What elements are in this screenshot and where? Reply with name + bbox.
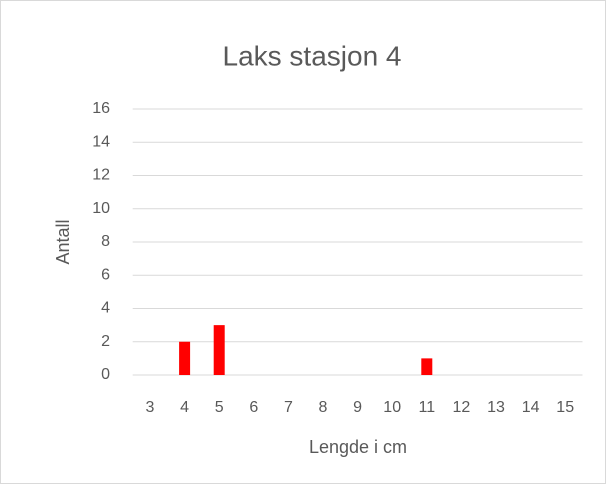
chart-title: Laks stasjon 4 <box>223 40 402 71</box>
x-tick-label: 6 <box>249 399 258 416</box>
x-tick-label: 7 <box>284 399 293 416</box>
x-tick-label: 13 <box>487 399 505 416</box>
y-tick-label: 4 <box>101 300 110 317</box>
y-axis-title: Antall <box>53 219 73 264</box>
x-axis-title: Lengde i cm <box>309 437 407 457</box>
x-tick-label: 9 <box>353 399 362 416</box>
y-tick-label: 6 <box>101 266 110 283</box>
y-tick-label: 2 <box>101 333 110 350</box>
y-tick-label: 10 <box>92 200 110 217</box>
x-tick-label: 3 <box>146 399 155 416</box>
y-tick-label: 12 <box>92 167 110 184</box>
y-tick-label: 16 <box>92 100 110 117</box>
x-tick-label: 5 <box>215 399 224 416</box>
x-tick-label: 4 <box>180 399 189 416</box>
bar <box>179 341 191 375</box>
x-tick-label: 15 <box>556 399 574 416</box>
x-tick-label: 12 <box>453 399 471 416</box>
y-tick-label: 14 <box>92 133 110 150</box>
x-tick-label: 14 <box>522 399 540 416</box>
y-tick-label: 0 <box>101 366 110 383</box>
bar <box>213 325 225 375</box>
x-tick-label: 11 <box>418 399 435 416</box>
x-tick-label: 10 <box>383 399 401 416</box>
bar <box>421 358 433 375</box>
x-tick-label: 8 <box>319 399 328 416</box>
y-tick-label: 8 <box>101 233 110 250</box>
